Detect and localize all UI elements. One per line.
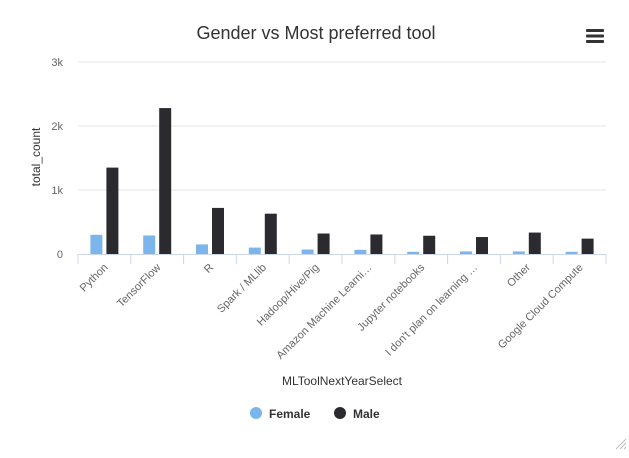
- bar-male-4[interactable]: [317, 233, 330, 254]
- x-axis: [77, 254, 607, 264]
- x-tick-label: Python: [78, 262, 111, 295]
- grid-lines: [78, 61, 606, 191]
- y-axis-label: total_count: [29, 127, 43, 186]
- resize-handle-icon[interactable]: [615, 438, 627, 450]
- legend-item-male[interactable]: Male: [334, 407, 380, 421]
- y-axis-ticks: 0 1k 2k 3k: [51, 57, 63, 261]
- y-tick-label: 0: [57, 249, 63, 261]
- x-tick-label: Amazon Machine Learni…: [274, 262, 374, 362]
- x-axis-label: MLToolNextYearSelect: [282, 374, 403, 388]
- bar-female-0[interactable]: [90, 234, 103, 254]
- bar-female-9[interactable]: [565, 251, 578, 254]
- legend-item-female[interactable]: Female: [250, 407, 311, 421]
- bars: [90, 108, 594, 254]
- bar-female-8[interactable]: [512, 251, 525, 254]
- bar-female-5[interactable]: [354, 249, 367, 254]
- x-tick-label: R: [202, 262, 216, 276]
- hamburger-menu-icon[interactable]: [586, 29, 604, 43]
- bar-male-0[interactable]: [106, 167, 119, 254]
- x-tick-label: Other: [505, 261, 533, 289]
- bar-male-5[interactable]: [370, 234, 383, 254]
- y-tick-label: 3k: [51, 57, 63, 69]
- bar-female-2[interactable]: [196, 244, 208, 254]
- x-tick-label: Google Cloud Compute: [496, 262, 586, 352]
- legend: Female Male: [250, 407, 380, 421]
- bar-male-1[interactable]: [159, 108, 172, 254]
- bar-male-3[interactable]: [264, 213, 277, 254]
- menu-button[interactable]: [582, 25, 608, 47]
- x-tick-label: Spark / MLlib: [215, 262, 269, 316]
- bar-female-1[interactable]: [143, 235, 156, 254]
- bar-male-7[interactable]: [476, 237, 488, 254]
- legend-symbol[interactable]: [334, 407, 346, 419]
- bar-female-4[interactable]: [301, 249, 314, 254]
- bar-male-2[interactable]: [212, 207, 224, 254]
- bar-male-9[interactable]: [581, 238, 594, 254]
- x-tick-label: I don't plan on learning …: [383, 262, 480, 359]
- x-tick-label: TensorFlow: [115, 262, 163, 310]
- y-tick-label: 2k: [51, 121, 63, 133]
- bar-female-7[interactable]: [460, 251, 472, 254]
- legend-label[interactable]: Male: [353, 407, 380, 421]
- y-tick-label: 1k: [51, 185, 63, 197]
- legend-symbol[interactable]: [250, 407, 262, 419]
- bar-male-8[interactable]: [528, 232, 541, 254]
- bar-male-6[interactable]: [423, 235, 436, 254]
- chart-title: Gender vs Most preferred tool: [196, 23, 435, 43]
- legend-label[interactable]: Female: [269, 407, 311, 421]
- bar-female-6[interactable]: [407, 251, 420, 254]
- bar-female-3[interactable]: [248, 247, 261, 254]
